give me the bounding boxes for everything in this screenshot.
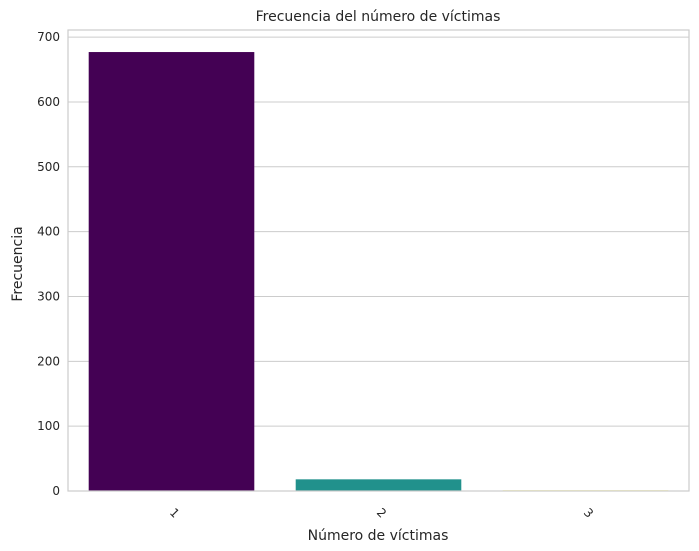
- y-tick-label: 600: [37, 95, 60, 109]
- bar-1: [88, 52, 255, 491]
- x-axis-label: Número de víctimas: [308, 528, 449, 544]
- y-tick-label: 300: [37, 289, 60, 303]
- x-tick-label: 2: [374, 505, 389, 520]
- y-axis-label: Frecuencia: [10, 226, 26, 301]
- plot-frame: [67, 29, 690, 492]
- y-tick-labels: 0 100 200 300 400 500 600 700: [37, 30, 60, 498]
- x-tick-label: 1: [167, 505, 182, 520]
- y-tick-label: 700: [37, 30, 60, 44]
- chart-title: Frecuencia del número de víctimas: [256, 9, 501, 25]
- x-tick-label: 3: [581, 505, 596, 520]
- y-tick-label: 400: [37, 225, 60, 239]
- y-tick-label: 200: [37, 354, 60, 368]
- y-tick-label: 100: [37, 419, 60, 433]
- x-tick-labels: 1 2 3: [167, 505, 596, 520]
- y-tick-label: 500: [37, 160, 60, 174]
- bars: [88, 52, 669, 491]
- y-tick-label: 0: [52, 484, 60, 498]
- bar-2: [295, 479, 462, 491]
